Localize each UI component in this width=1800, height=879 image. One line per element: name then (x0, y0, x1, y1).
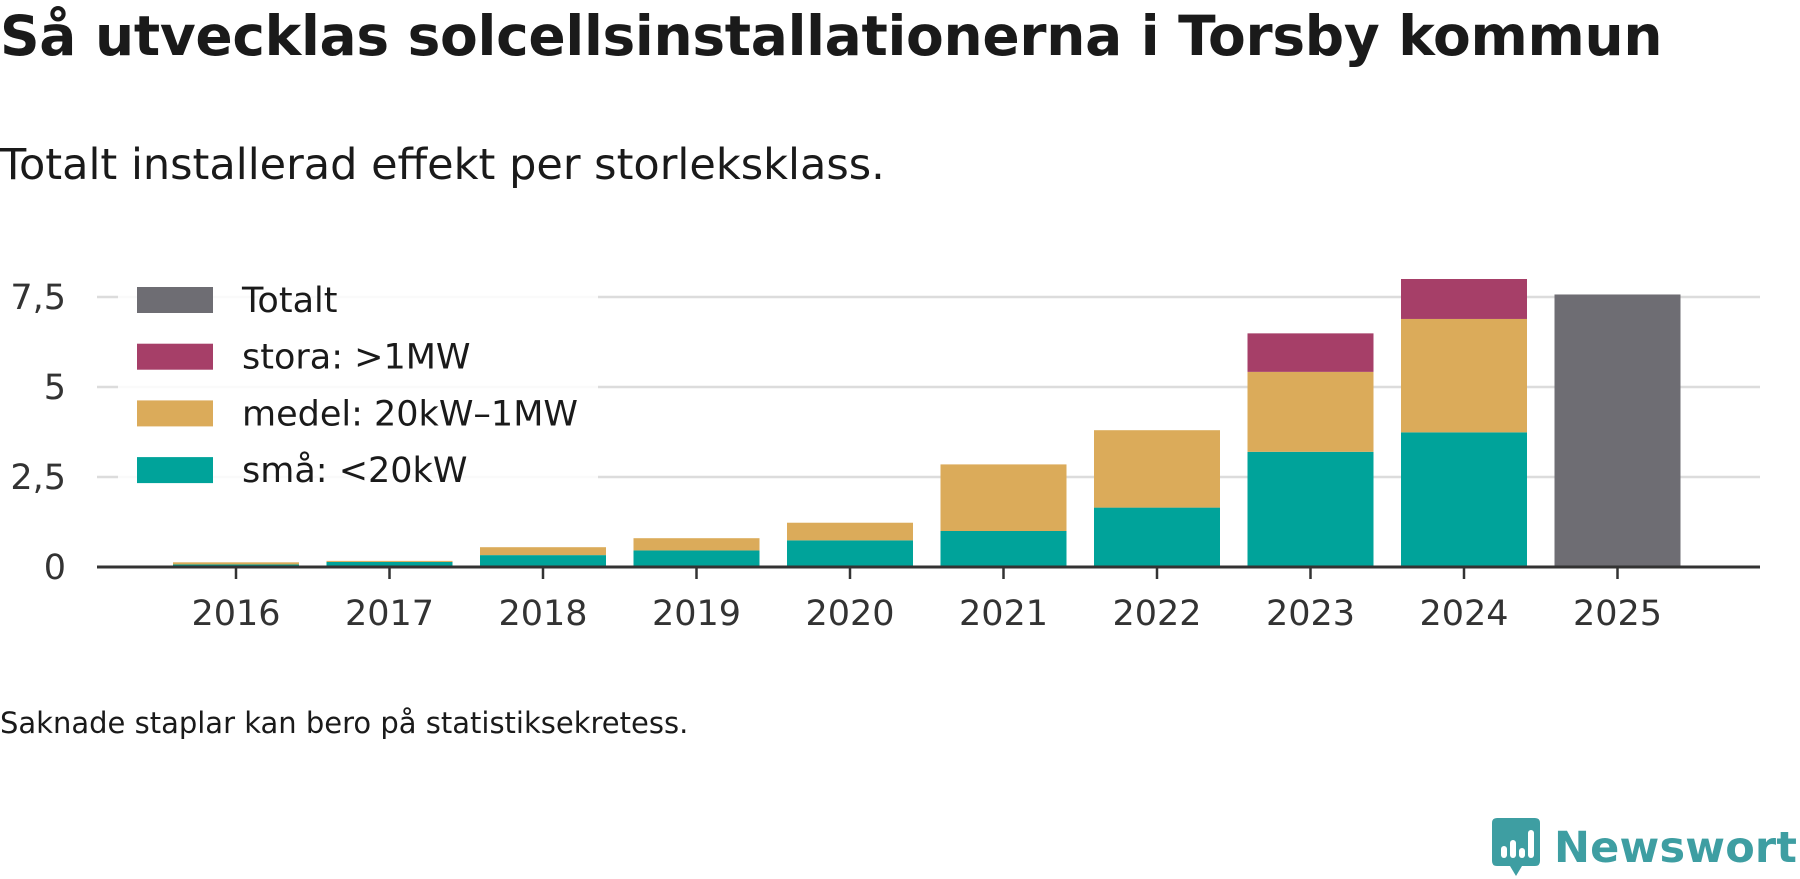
x-tick-label: 2021 (959, 594, 1048, 634)
bar-medel-20kw-1mw-2018 (480, 547, 606, 556)
legend: Totalt stora: >1MW medel: 20kW–1MW små: <20… (137, 281, 578, 491)
bar-medel-20kw-1mw-2022 (1094, 430, 1220, 508)
x-tick-label: 2022 (1112, 594, 1201, 634)
x-tick-label: 2017 (345, 594, 434, 634)
legend-label-medel-20kw-1mw: medel: 20kW–1MW (242, 394, 578, 434)
legend-label-stora-1mw: stora: >1MW (242, 338, 471, 378)
stacked-bar-chart: 0 2,5 5 7,5 2016 2017 2018 2019 2020 2021 2022 2023… (10, 278, 1760, 634)
x-tick-label: 2018 (498, 594, 587, 634)
x-tick-label: 2020 (805, 594, 894, 634)
chart-title: Så utvecklas solcellsinstallationerna i … (0, 4, 1663, 68)
bar-sm-20kw-2023 (1247, 451, 1374, 567)
bar-medel-20kw-1mw-2016 (173, 562, 299, 565)
chart-subtitle: Totalt installerad effekt per storlekskl… (0, 140, 885, 190)
bar-sm-20kw-2022 (1094, 507, 1220, 567)
bar-medel-20kw-1mw-2024 (1401, 318, 1527, 433)
legend-label-sm-20kw: små: <20kW (242, 450, 467, 491)
legend-label-totalt: Totalt (241, 281, 337, 321)
bar-medel-20kw-1mw-2020 (787, 522, 913, 541)
newsworthy-logo-icon (1492, 818, 1540, 876)
bar-sm-20kw-2019 (633, 550, 760, 567)
legend-swatch-sm-20kw (137, 457, 213, 484)
y-tick-label: 7,5 (10, 278, 66, 318)
bars (173, 279, 1681, 567)
x-tick-label: 2016 (191, 594, 280, 634)
bar-stora-1mw-2023 (1247, 333, 1374, 372)
y-tick-label: 5 (44, 368, 66, 408)
legend-swatch-stora-1mw (137, 343, 213, 370)
footnote: Saknade staplar kan bero på statistiksek… (0, 706, 689, 740)
x-tick-label: 2025 (1573, 594, 1662, 634)
bar-medel-20kw-1mw-2017 (326, 560, 453, 562)
x-tick-label: 2023 (1266, 594, 1355, 634)
bar-totalt-2025 (1554, 294, 1681, 567)
bar-stora-1mw-2024 (1401, 279, 1527, 319)
x-tick-label: 2019 (652, 594, 741, 634)
axes: 0 2,5 5 7,5 2016 2017 2018 2019 2020 2021 2022 2023… (10, 278, 1760, 634)
y-tick-label: 2,5 (10, 458, 66, 498)
x-tick-label: 2024 (1419, 594, 1508, 634)
brand-name: Newsworthy (1554, 823, 1800, 873)
bar-medel-20kw-1mw-2023 (1247, 371, 1374, 452)
bar-sm-20kw-2021 (940, 531, 1067, 567)
legend-swatch-medel-20kw-1mw (137, 400, 213, 427)
bar-medel-20kw-1mw-2021 (940, 464, 1067, 531)
bar-sm-20kw-2020 (787, 540, 913, 567)
y-tick-label: 0 (44, 548, 66, 588)
bar-sm-20kw-2018 (480, 555, 606, 567)
bar-medel-20kw-1mw-2019 (633, 538, 760, 551)
bar-sm-20kw-2024 (1401, 432, 1527, 567)
legend-swatch-totalt (137, 287, 213, 313)
newsworthy-brand: Newsworthy (1492, 818, 1800, 878)
bar-sm-20kw-2017 (326, 561, 453, 567)
